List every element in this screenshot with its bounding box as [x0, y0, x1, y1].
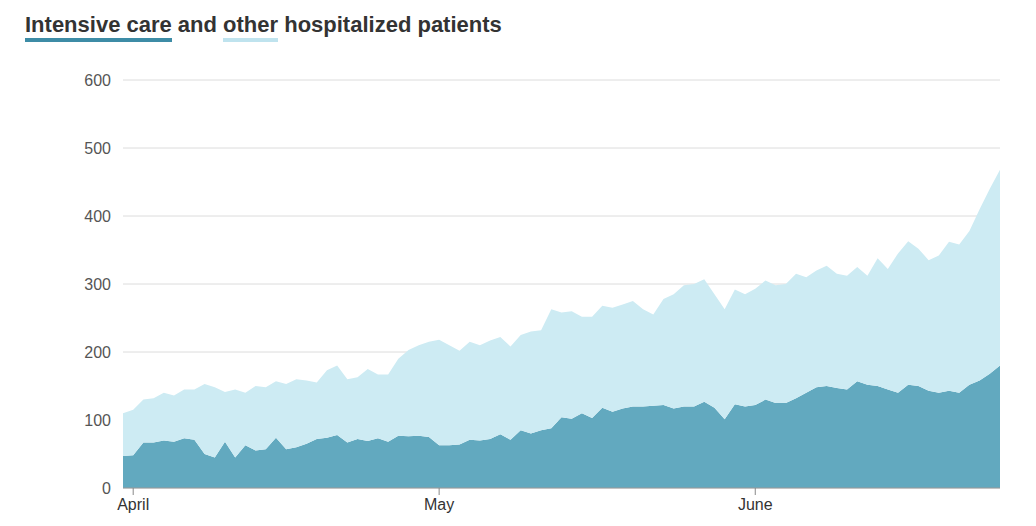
svg-text:May: May	[424, 496, 454, 513]
svg-text:200: 200	[84, 344, 111, 361]
svg-text:400: 400	[84, 208, 111, 225]
svg-text:April: April	[117, 496, 149, 513]
svg-text:June: June	[738, 496, 773, 513]
svg-text:0: 0	[102, 480, 111, 497]
svg-text:300: 300	[84, 276, 111, 293]
svg-text:500: 500	[84, 140, 111, 157]
svg-text:100: 100	[84, 412, 111, 429]
html-text:Intensive care and other hospi: Intensive care and other hospitalized pa…	[25, 12, 502, 37]
svg-text:600: 600	[84, 72, 111, 89]
